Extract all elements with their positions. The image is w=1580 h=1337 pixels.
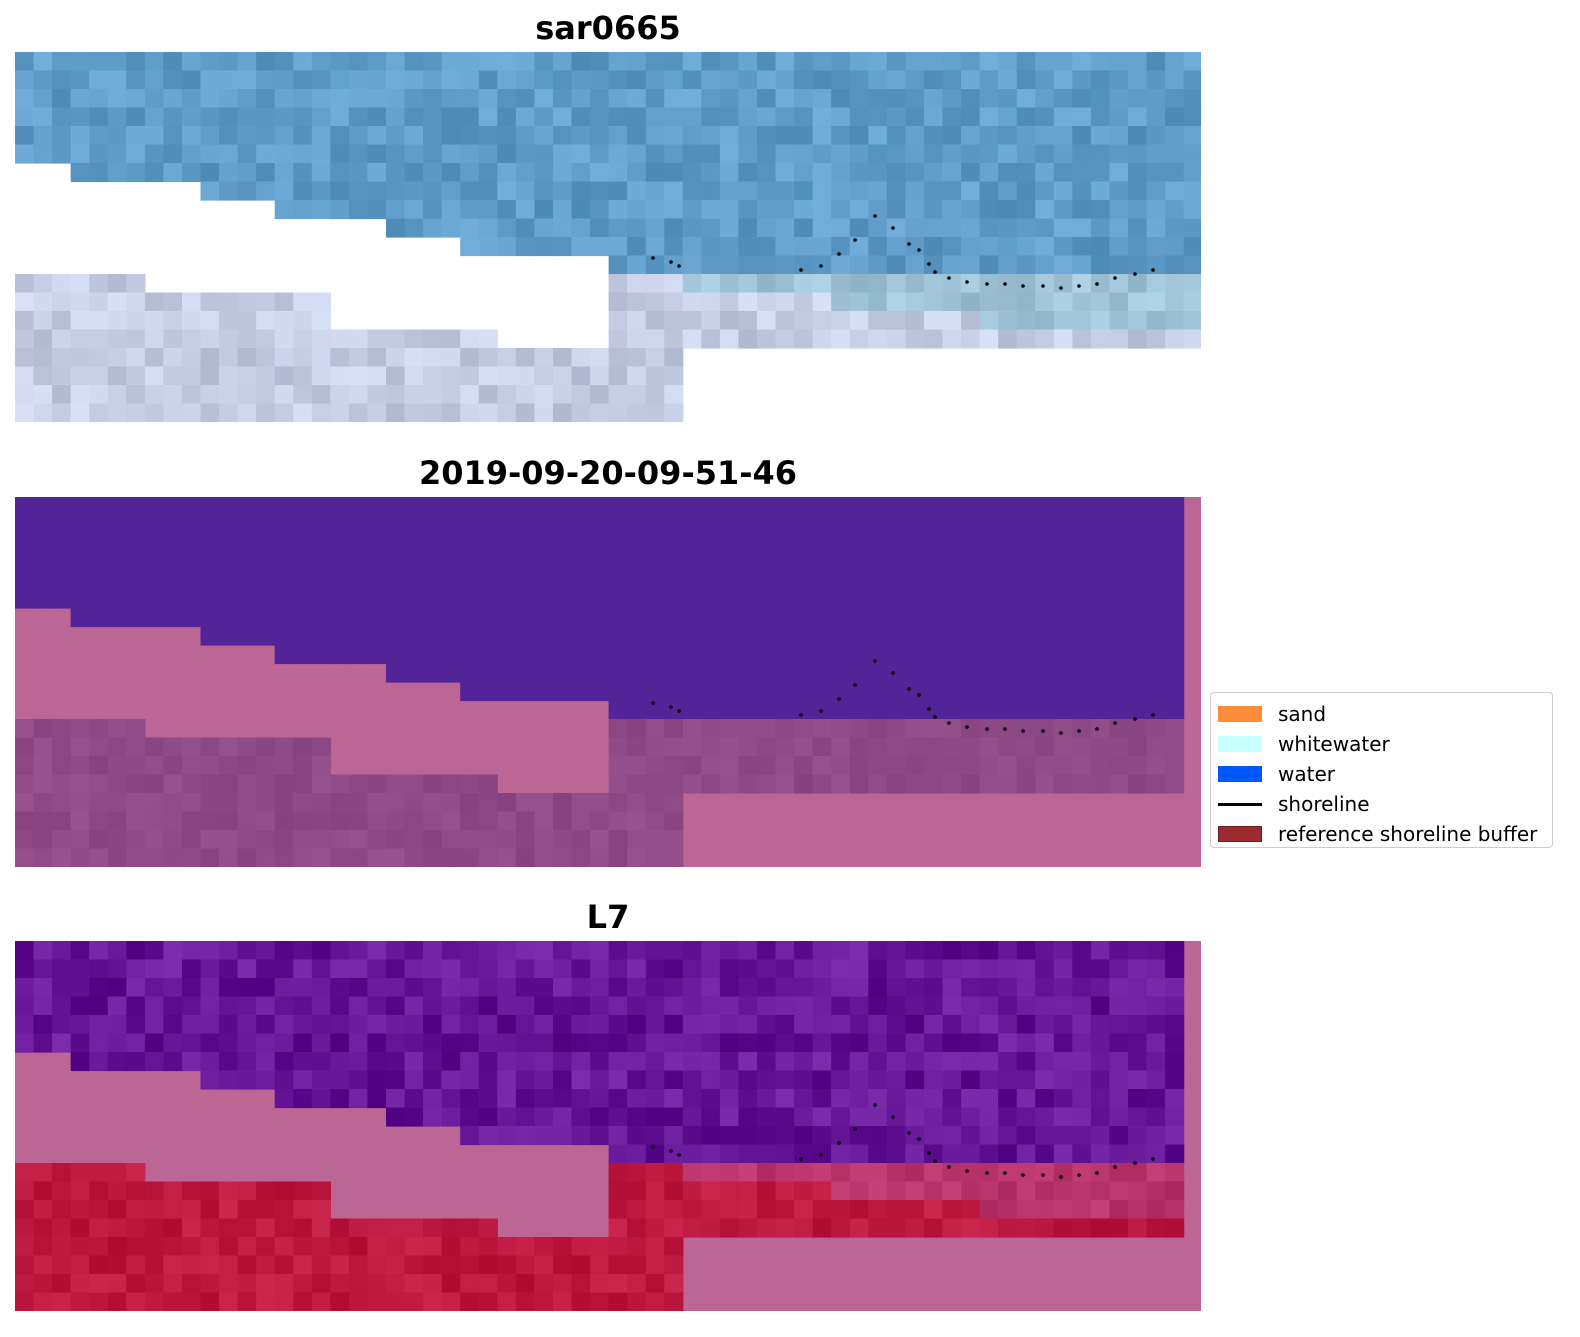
legend-label-reference-buffer: reference shoreline buffer bbox=[1278, 822, 1538, 846]
legend-item-shoreline: shoreline bbox=[1211, 789, 1552, 819]
legend-label-water: water bbox=[1278, 762, 1335, 786]
shoreline-dots bbox=[651, 659, 1155, 735]
panel-title-l7: L7 bbox=[586, 898, 630, 936]
l7-image-panel bbox=[15, 941, 1201, 1311]
legend-label-sand: sand bbox=[1278, 702, 1327, 726]
legend-item-sand: sand bbox=[1211, 699, 1552, 729]
classified-image-panel bbox=[15, 497, 1201, 867]
sand-swatch bbox=[1218, 706, 1262, 722]
shoreline-dots bbox=[651, 214, 1155, 290]
panel-title-sar: sar0665 bbox=[535, 9, 681, 47]
sar-pixel-grid bbox=[15, 52, 1201, 422]
water-swatch bbox=[1218, 766, 1262, 782]
shoreline-line-swatch bbox=[1218, 796, 1262, 812]
classified-pixel-grid bbox=[15, 497, 1201, 867]
legend-item-water: water bbox=[1211, 759, 1552, 789]
panel-title-date: 2019-09-20-09-51-46 bbox=[418, 454, 798, 492]
legend-item-whitewater: whitewater bbox=[1211, 729, 1552, 759]
reference-buffer-swatch bbox=[1218, 826, 1262, 842]
sar-image-panel bbox=[15, 52, 1201, 422]
shoreline-dots bbox=[651, 1103, 1155, 1179]
legend-label-shoreline: shoreline bbox=[1278, 792, 1370, 816]
legend: sand whitewater water shoreline referenc… bbox=[1210, 692, 1553, 848]
legend-label-whitewater: whitewater bbox=[1278, 732, 1390, 756]
l7-pixel-grid bbox=[15, 941, 1201, 1311]
legend-item-reference-buffer: reference shoreline buffer bbox=[1211, 819, 1552, 849]
whitewater-swatch bbox=[1218, 736, 1262, 752]
